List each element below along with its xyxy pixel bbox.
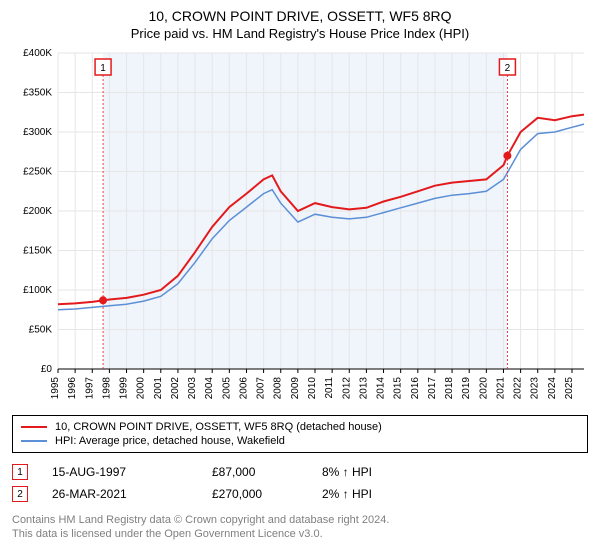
svg-text:2005: 2005 <box>221 377 232 400</box>
svg-text:2014: 2014 <box>376 377 387 400</box>
line-chart: £0 £50K £100K £150K £200K £250K £300K £350K £400… <box>12 49 588 409</box>
legend-swatch <box>21 440 47 442</box>
svg-text:1996: 1996 <box>67 377 78 400</box>
svg-text:2001: 2001 <box>153 377 164 400</box>
svg-text:2016: 2016 <box>410 377 421 400</box>
svg-text:2025: 2025 <box>564 377 575 400</box>
svg-text:2009: 2009 <box>290 377 301 400</box>
svg-text:£150K: £150K <box>23 246 52 257</box>
chart-container: 10, CROWN POINT DRIVE, OSSETT, WF5 8RQ P… <box>0 0 600 550</box>
marker-price: £270,000 <box>212 487 322 501</box>
svg-text:1995: 1995 <box>50 377 61 400</box>
svg-text:2023: 2023 <box>530 377 541 400</box>
svg-text:1: 1 <box>100 63 106 74</box>
footer-line: Contains HM Land Registry data © Crown c… <box>12 513 588 527</box>
legend-item: HPI: Average price, detached house, Wake… <box>21 434 579 448</box>
svg-text:2013: 2013 <box>358 377 369 400</box>
svg-text:2021: 2021 <box>495 377 506 400</box>
svg-text:2006: 2006 <box>238 377 249 400</box>
legend-label: HPI: Average price, detached house, Wake… <box>55 435 285 447</box>
svg-text:2015: 2015 <box>393 377 404 400</box>
marker-hpi: 2% ↑ HPI <box>322 487 442 501</box>
legend: 10, CROWN POINT DRIVE, OSSETT, WF5 8RQ (… <box>12 415 588 453</box>
svg-text:2017: 2017 <box>427 377 438 400</box>
svg-text:1999: 1999 <box>119 377 130 400</box>
svg-text:2000: 2000 <box>136 377 147 400</box>
footer-line: This data is licensed under the Open Gov… <box>12 527 588 541</box>
footer-note: Contains HM Land Registry data © Crown c… <box>12 513 588 542</box>
marker-price: £87,000 <box>212 465 322 479</box>
svg-text:2002: 2002 <box>170 377 181 400</box>
chart-title: 10, CROWN POINT DRIVE, OSSETT, WF5 8RQ <box>12 8 588 24</box>
legend-label: 10, CROWN POINT DRIVE, OSSETT, WF5 8RQ (… <box>55 421 382 433</box>
table-row: 1 15-AUG-1997 £87,000 8% ↑ HPI <box>12 461 588 483</box>
svg-text:2010: 2010 <box>307 377 318 400</box>
legend-item: 10, CROWN POINT DRIVE, OSSETT, WF5 8RQ (… <box>21 420 579 434</box>
svg-text:1997: 1997 <box>84 377 95 400</box>
svg-text:2024: 2024 <box>547 377 558 400</box>
svg-text:2004: 2004 <box>204 377 215 400</box>
svg-text:1998: 1998 <box>101 377 112 400</box>
svg-text:£50K: £50K <box>29 325 53 336</box>
svg-text:2008: 2008 <box>273 377 284 400</box>
legend-swatch <box>21 426 47 428</box>
svg-text:2011: 2011 <box>324 377 335 399</box>
svg-text:£250K: £250K <box>23 167 52 178</box>
table-row: 2 26-MAR-2021 £270,000 2% ↑ HPI <box>12 483 588 505</box>
svg-text:2022: 2022 <box>513 377 524 400</box>
svg-text:2: 2 <box>505 63 511 74</box>
svg-text:£200K: £200K <box>23 206 52 217</box>
svg-text:£0: £0 <box>41 364 53 375</box>
svg-text:2007: 2007 <box>256 377 267 400</box>
svg-text:2012: 2012 <box>341 377 352 400</box>
chart-titles: 10, CROWN POINT DRIVE, OSSETT, WF5 8RQ P… <box>12 8 588 41</box>
svg-text:2020: 2020 <box>478 377 489 400</box>
marker-date: 26-MAR-2021 <box>52 487 212 501</box>
marker-table: 1 15-AUG-1997 £87,000 8% ↑ HPI 2 26-MAR-… <box>12 461 588 505</box>
marker-hpi: 8% ↑ HPI <box>322 465 442 479</box>
svg-text:£350K: £350K <box>23 88 52 99</box>
marker-date: 15-AUG-1997 <box>52 465 212 479</box>
svg-text:£100K: £100K <box>23 285 52 296</box>
marker-badge: 2 <box>12 486 28 502</box>
svg-text:2018: 2018 <box>444 377 455 400</box>
chart-subtitle: Price paid vs. HM Land Registry's House … <box>12 26 588 41</box>
svg-text:£300K: £300K <box>23 127 52 138</box>
marker-badge: 1 <box>12 464 28 480</box>
svg-text:£400K: £400K <box>23 49 52 59</box>
svg-text:2019: 2019 <box>461 377 472 400</box>
svg-text:2003: 2003 <box>187 377 198 400</box>
